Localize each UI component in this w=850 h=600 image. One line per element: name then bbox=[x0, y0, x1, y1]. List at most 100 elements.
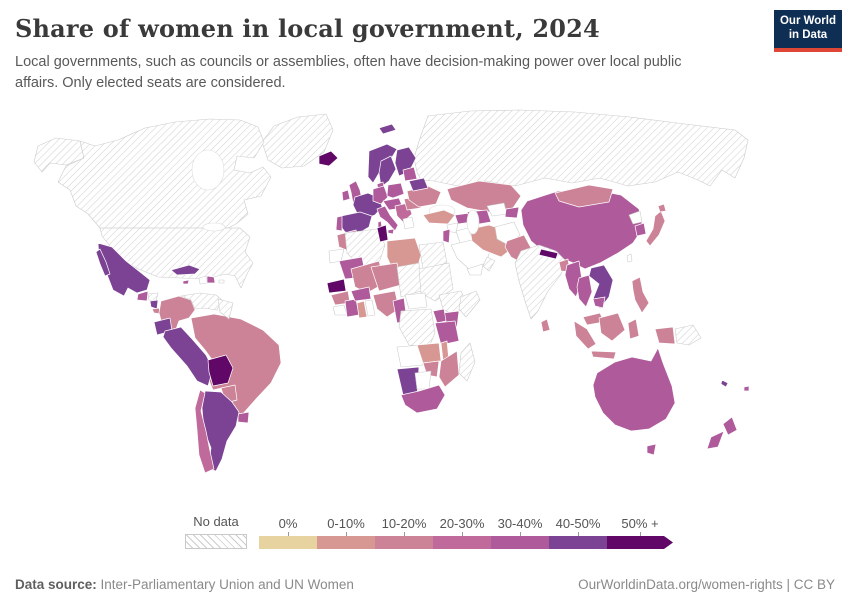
region-guyanas[interactable] bbox=[217, 298, 234, 320]
region-hokkaido[interactable] bbox=[657, 203, 667, 213]
region-iceland[interactable] bbox=[318, 150, 339, 167]
region-baltics[interactable] bbox=[402, 166, 418, 182]
region-sweden[interactable] bbox=[378, 155, 397, 188]
region-sicily[interactable] bbox=[387, 228, 395, 235]
region-burkina-faso[interactable] bbox=[350, 286, 372, 302]
region-egypt[interactable] bbox=[418, 241, 448, 270]
region-central-african-republic[interactable] bbox=[404, 292, 428, 310]
region-india[interactable] bbox=[514, 244, 568, 320]
region-angola[interactable] bbox=[396, 344, 424, 368]
region-sumatra[interactable] bbox=[573, 320, 597, 350]
legend-no-data[interactable]: No data bbox=[185, 514, 247, 549]
legend-item-0[interactable]: 0% bbox=[259, 516, 317, 549]
region-chad[interactable] bbox=[396, 262, 422, 298]
region-drc[interactable] bbox=[398, 308, 436, 348]
region-ireland[interactable] bbox=[341, 189, 351, 202]
region-oman[interactable] bbox=[482, 256, 496, 272]
region-portugal[interactable] bbox=[335, 215, 343, 232]
legend-swatch-0[interactable] bbox=[259, 536, 317, 549]
region-sri-lanka[interactable] bbox=[540, 318, 551, 333]
region-ghana[interactable] bbox=[356, 300, 368, 319]
region-ivory-coast[interactable] bbox=[344, 298, 360, 318]
region-poland[interactable] bbox=[386, 182, 405, 199]
region-java[interactable] bbox=[590, 350, 617, 360]
region-bolivia[interactable] bbox=[207, 354, 234, 387]
region-peru[interactable] bbox=[162, 326, 214, 387]
region-russia[interactable] bbox=[413, 109, 749, 187]
region-south-africa[interactable] bbox=[400, 384, 446, 414]
region-turkey[interactable] bbox=[422, 209, 456, 225]
region-senegal[interactable] bbox=[326, 278, 347, 294]
region-new-caledonia[interactable] bbox=[720, 379, 729, 388]
region-new-zealand-south[interactable] bbox=[706, 430, 725, 450]
region-honduras[interactable] bbox=[147, 292, 159, 302]
region-papua-new-guinea[interactable] bbox=[674, 324, 702, 346]
region-somalia[interactable] bbox=[458, 290, 481, 318]
region-uganda[interactable] bbox=[432, 308, 447, 324]
region-sulawesi[interactable] bbox=[627, 318, 640, 340]
legend-swatch-1[interactable] bbox=[317, 536, 375, 549]
region-kyrgyzstan-tajikistan[interactable] bbox=[504, 206, 520, 219]
legend-item-4[interactable]: 30-40% bbox=[491, 516, 549, 549]
region-new-zealand-north[interactable] bbox=[722, 416, 738, 436]
region-jamaica[interactable] bbox=[182, 279, 190, 285]
owid-logo-accent-bar bbox=[774, 48, 842, 52]
region-chile[interactable] bbox=[194, 389, 215, 474]
region-greece[interactable] bbox=[402, 216, 415, 230]
region-tasmania[interactable] bbox=[646, 443, 657, 456]
region-venezuela[interactable] bbox=[180, 292, 223, 311]
region-tunisia[interactable] bbox=[376, 224, 389, 243]
legend-swatch-2[interactable] bbox=[375, 536, 433, 549]
legend-swatch-4[interactable] bbox=[491, 536, 549, 549]
region-canada[interactable] bbox=[57, 118, 272, 229]
region-philippines[interactable] bbox=[631, 276, 650, 314]
page-title: Share of women in local government, 2024 bbox=[15, 14, 600, 43]
region-thailand[interactable] bbox=[576, 274, 593, 308]
region-south-korea[interactable] bbox=[634, 222, 647, 237]
region-baja[interactable] bbox=[95, 248, 111, 277]
region-botswana[interactable] bbox=[414, 370, 432, 390]
region-cambodia[interactable] bbox=[592, 296, 606, 309]
region-svalbard[interactable] bbox=[378, 123, 397, 135]
region-vietnam-laos[interactable] bbox=[588, 264, 614, 310]
region-belarus[interactable] bbox=[408, 177, 429, 192]
region-uruguay[interactable] bbox=[237, 411, 250, 424]
footer-link[interactable]: OurWorldinData.org/women-rights | CC BY bbox=[578, 577, 835, 592]
region-togo-benin[interactable] bbox=[364, 299, 376, 317]
region-nepal[interactable] bbox=[538, 248, 559, 260]
region-sierra-leone-liberia[interactable] bbox=[332, 304, 348, 316]
region-north-korea[interactable] bbox=[628, 210, 643, 225]
region-mozambique[interactable] bbox=[438, 350, 460, 388]
region-japan[interactable] bbox=[645, 210, 666, 247]
region-nicaragua[interactable] bbox=[149, 299, 159, 310]
legend-item-3[interactable]: 20-30% bbox=[433, 516, 491, 549]
region-ukraine[interactable] bbox=[406, 185, 442, 208]
region-greenland[interactable] bbox=[261, 113, 334, 169]
legend-item-2[interactable]: 10-20% bbox=[375, 516, 433, 549]
region-west-papua[interactable] bbox=[654, 326, 676, 345]
region-cuba[interactable] bbox=[170, 264, 201, 276]
legend-item-1[interactable]: 0-10% bbox=[317, 516, 375, 549]
region-madagascar[interactable] bbox=[458, 342, 476, 382]
region-borneo[interactable] bbox=[598, 312, 626, 342]
no-data-swatch[interactable] bbox=[185, 534, 247, 549]
region-yemen[interactable] bbox=[466, 263, 484, 276]
region-mongolia[interactable] bbox=[554, 184, 614, 208]
legend-item-5[interactable]: 40-50% bbox=[549, 516, 607, 549]
legend-swatch-3[interactable] bbox=[433, 536, 491, 549]
region-puerto-rico[interactable] bbox=[218, 279, 225, 284]
region-italy[interactable] bbox=[376, 205, 399, 232]
region-nigeria[interactable] bbox=[372, 290, 400, 318]
region-tanzania[interactable] bbox=[434, 320, 460, 346]
region-guatemala[interactable] bbox=[136, 290, 149, 302]
region-fiji[interactable] bbox=[743, 385, 750, 392]
map-svg[interactable] bbox=[0, 105, 850, 510]
legend-swatch-5[interactable] bbox=[549, 536, 607, 549]
world-choropleth-map[interactable] bbox=[0, 105, 850, 510]
region-levant[interactable] bbox=[442, 228, 451, 244]
region-dominican-republic[interactable] bbox=[206, 275, 216, 284]
legend-swatch-6[interactable] bbox=[607, 536, 673, 549]
region-taiwan[interactable] bbox=[626, 253, 633, 263]
region-australia[interactable] bbox=[592, 347, 676, 432]
legend-item-6[interactable]: 50% + bbox=[607, 516, 673, 549]
